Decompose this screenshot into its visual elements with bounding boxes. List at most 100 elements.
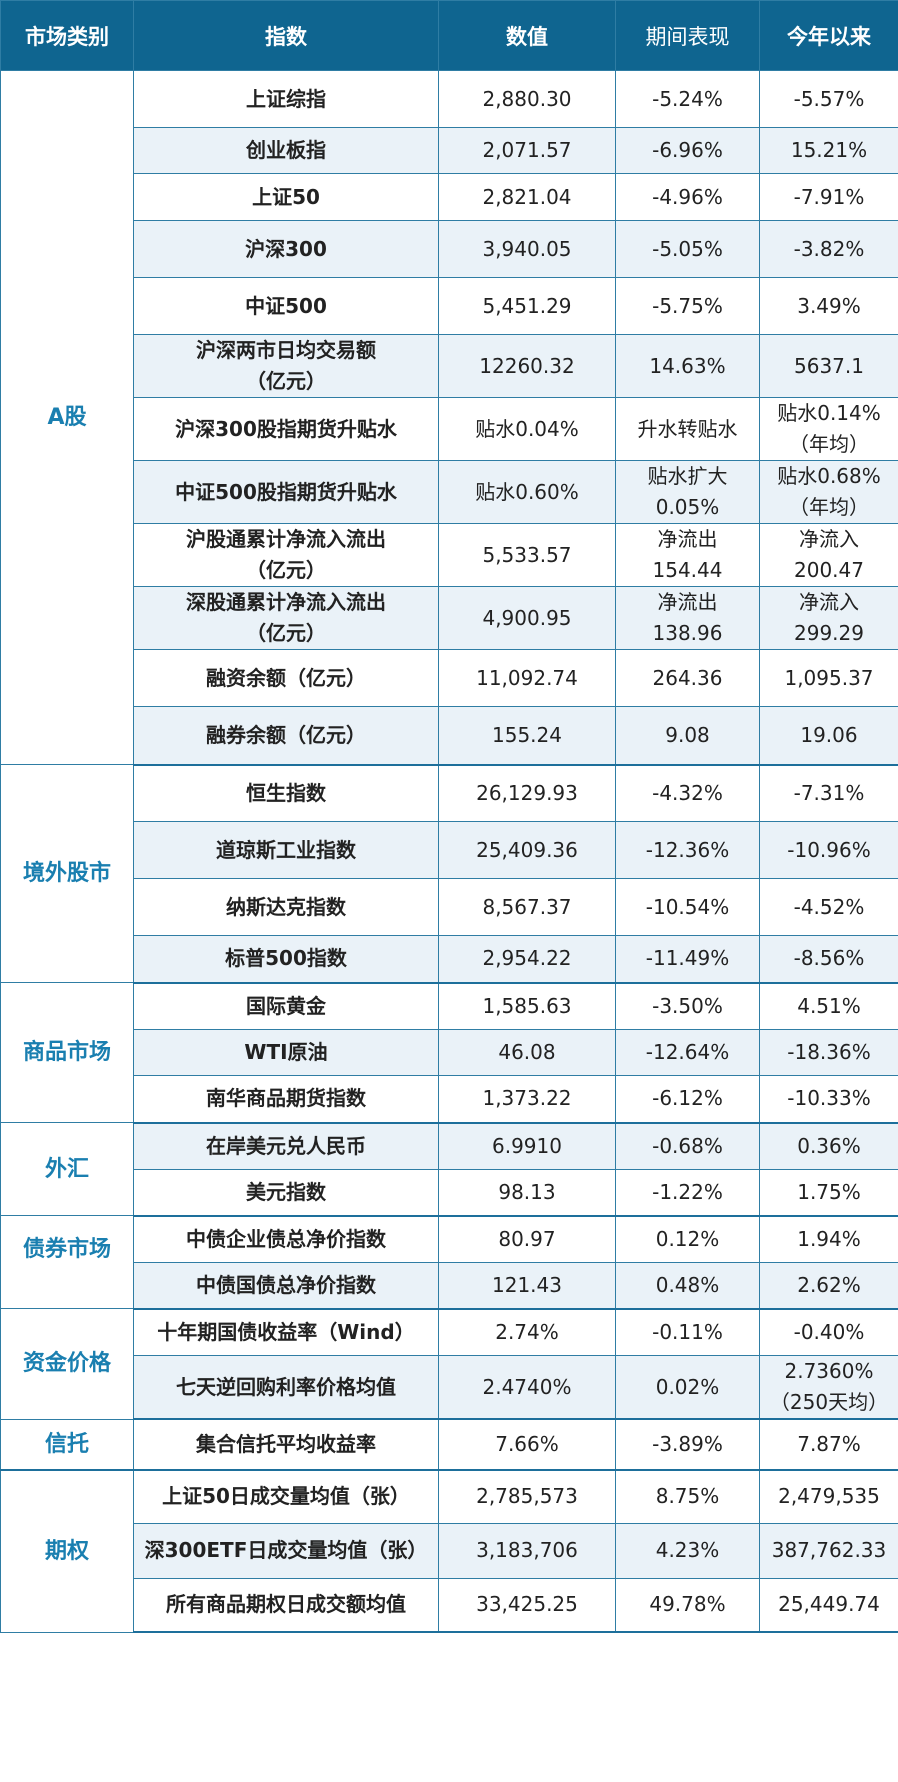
table-row: 境外股市 恒生指数 26,129.93 -4.32% -7.31% [0,764,898,983]
ytd-cell: -10.33% [759,1075,898,1124]
category-cell: A股 [0,70,134,765]
table-row: 期权 上证50日成交量均值（张） 2,785,573 8.75% 2,479,535 [0,1469,898,1633]
index-cell: 中债企业债总净价指数 [133,1215,439,1263]
index-cell: 上证50 [133,173,439,221]
table-row: 债券市场 中债企业债总净价指数 80.97 0.12% 1.94% [0,1215,898,1309]
value-cell: 121.43 [438,1262,616,1310]
table-row: 南华商品期货指数 1,373.22 -6.12% -10.33% [1,1075,898,1124]
ytd-cell: 4.51% [759,982,898,1030]
header-category: 市场类别 [0,0,134,71]
value-cell: 2,954.22 [438,935,616,984]
ytd-cell: 19.06 [759,706,898,766]
value-cell: 7.66% [438,1418,616,1471]
value-cell: 8,567.37 [438,878,616,936]
value-cell: 11,092.74 [438,649,616,707]
header-ytd: 今年以来 [759,0,898,71]
table-row: 道琼斯工业指数 25,409.36 -12.36% -10.96% [1,821,898,879]
value-cell: 贴水0.60% [438,460,616,524]
category-cell: 信托 [0,1418,134,1471]
index-cell: 沪深300股指期货升贴水 [133,397,439,461]
ytd-cell: 贴水0.14% （年均） [759,397,898,461]
period-cell: 14.63% [615,334,760,398]
value-cell: 贴水0.04% [438,397,616,461]
index-cell: 所有商品期权日成交额均值 [133,1577,439,1633]
ytd-cell: 2.7360% （250天均） [759,1355,898,1420]
table-row: 信托 集合信托平均收益率 7.66% -3.89% 7.87% [0,1418,898,1471]
ytd-cell: 净流入 299.29 [759,586,898,650]
index-cell: 创业板指 [133,127,439,174]
table-row: 所有商品期权日成交额均值 33,425.25 49.78% 25,449.74 [1,1577,898,1633]
table-row: 资金价格 十年期国债收益率（Wind） 2.74% -0.11% -0.40% [0,1308,898,1420]
ytd-cell: 25,449.74 [759,1577,898,1633]
period-cell: -3.89% [615,1418,760,1471]
index-cell: 中证500股指期货升贴水 [133,460,439,524]
value-cell: 1,585.63 [438,982,616,1030]
table-row: 深股通累计净流入流出 （亿元） 4,900.95 净流出 138.96 净流入 299… [1,586,898,650]
category-cell: 商品市场 [0,982,134,1123]
ytd-cell: -0.40% [759,1308,898,1356]
period-cell: -10.54% [615,878,760,936]
header-value: 数值 [438,0,616,71]
index-cell: 恒生指数 [133,764,439,822]
period-cell: 49.78% [615,1577,760,1633]
index-cell: 融资余额（亿元） [133,649,439,707]
index-cell: 南华商品期货指数 [133,1075,439,1124]
value-cell: 26,129.93 [438,764,616,822]
table-row: A股 上证综指 2,880.30 -5.24% -5.57% [0,70,898,765]
value-cell: 3,183,706 [438,1522,616,1579]
ytd-cell: 1,095.37 [759,649,898,707]
table-row: 标普500指数 2,954.22 -11.49% -8.56% [1,935,898,984]
table-row: 融券余额（亿元） 155.24 9.08 19.06 [1,706,898,766]
value-cell: 5,451.29 [438,277,616,335]
index-cell: 七天逆回购利率价格均值 [133,1355,439,1420]
ytd-cell: -7.91% [759,173,898,221]
period-cell: -5.75% [615,277,760,335]
index-cell: 美元指数 [133,1169,439,1217]
category-cell: 期权 [0,1469,134,1633]
period-cell: 8.75% [615,1469,760,1524]
period-cell: 4.23% [615,1522,760,1579]
value-cell: 3,940.05 [438,220,616,278]
period-cell: 0.12% [615,1215,760,1263]
table-row: 沪深两市日均交易额 （亿元） 12260.32 14.63% 5637.1 [1,334,898,398]
ytd-cell: -18.36% [759,1029,898,1076]
category-cell: 境外股市 [0,764,134,983]
value-cell: 46.08 [438,1029,616,1076]
ytd-cell: 2,479,535 [759,1469,898,1524]
period-cell: 升水转贴水 [615,397,760,461]
value-cell: 2.74% [438,1308,616,1356]
period-cell: -5.24% [615,70,760,128]
table-row: 美元指数 98.13 -1.22% 1.75% [1,1169,898,1217]
period-cell: -5.05% [615,220,760,278]
category-cell: 债券市场 [0,1215,134,1309]
index-cell: 融券余额（亿元） [133,706,439,766]
index-cell: 深300ETF日成交量均值（张） [133,1522,439,1579]
period-cell: -12.64% [615,1029,760,1076]
index-cell: 中证500 [133,277,439,335]
value-cell: 2,785,573 [438,1469,616,1524]
table-row: 沪深300股指期货升贴水 贴水0.04% 升水转贴水 贴水0.14% （年均） [1,397,898,461]
index-cell: 在岸美元兑人民币 [133,1122,439,1170]
value-cell: 33,425.25 [438,1577,616,1633]
table-row: 中证500股指期货升贴水 贴水0.60% 贴水扩大 0.05% 贴水0.68% （年均… [1,460,898,524]
index-cell: 中债国债总净价指数 [133,1262,439,1310]
index-cell: 沪深300 [133,220,439,278]
table-row: 融资余额（亿元） 11,092.74 264.36 1,095.37 [1,649,898,707]
period-cell: 0.48% [615,1262,760,1310]
index-cell: 纳斯达克指数 [133,878,439,936]
table-row: 沪股通累计净流入流出 （亿元） 5,533.57 净流出 154.44 净流入 200… [1,523,898,587]
table-row: WTI原油 46.08 -12.64% -18.36% [1,1029,898,1076]
period-cell: -4.96% [615,173,760,221]
table-row: 上证50 2,821.04 -4.96% -7.91% [1,173,898,221]
table-row: 七天逆回购利率价格均值 2.4740% 0.02% 2.7360% （250天均） [1,1355,898,1420]
period-cell: -6.96% [615,127,760,174]
ytd-cell: -7.31% [759,764,898,822]
ytd-cell: 1.94% [759,1215,898,1263]
ytd-cell: 7.87% [759,1418,898,1471]
ytd-cell: 15.21% [759,127,898,174]
table-row: 中债国债总净价指数 121.43 0.48% 2.62% [1,1262,898,1310]
index-cell: 十年期国债收益率（Wind） [133,1308,439,1356]
ytd-cell: -4.52% [759,878,898,936]
value-cell: 1,373.22 [438,1075,616,1124]
period-cell: -3.50% [615,982,760,1030]
